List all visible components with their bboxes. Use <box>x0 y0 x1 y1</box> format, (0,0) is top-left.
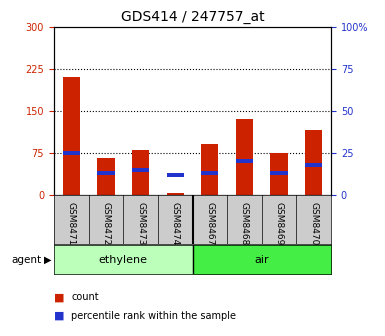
Text: GSM8474: GSM8474 <box>171 202 180 245</box>
Bar <box>167 193 184 195</box>
Text: GSM8467: GSM8467 <box>205 202 214 246</box>
Text: GSM8472: GSM8472 <box>101 202 110 245</box>
Bar <box>132 150 149 195</box>
Text: ■: ■ <box>54 311 64 321</box>
Text: GSM8469: GSM8469 <box>275 202 284 246</box>
Title: GDS414 / 247757_at: GDS414 / 247757_at <box>121 10 264 25</box>
Text: ethylene: ethylene <box>99 255 148 264</box>
Bar <box>305 130 323 195</box>
Bar <box>97 159 115 195</box>
Text: ▶: ▶ <box>44 255 52 264</box>
Text: percentile rank within the sample: percentile rank within the sample <box>71 311 236 321</box>
Bar <box>201 171 219 175</box>
Text: GSM8473: GSM8473 <box>136 202 145 246</box>
Text: count: count <box>71 292 99 302</box>
Text: GSM8470: GSM8470 <box>309 202 318 246</box>
Bar <box>132 168 149 172</box>
Text: agent: agent <box>12 255 42 264</box>
Text: GSM8468: GSM8468 <box>240 202 249 246</box>
Bar <box>271 171 288 175</box>
Text: air: air <box>254 255 269 264</box>
Bar <box>201 144 219 195</box>
Bar <box>305 163 323 167</box>
Text: ■: ■ <box>54 292 64 302</box>
Bar <box>97 171 115 175</box>
Text: GSM8471: GSM8471 <box>67 202 76 246</box>
Bar <box>62 151 80 155</box>
Bar <box>236 119 253 195</box>
Bar <box>167 173 184 177</box>
Bar <box>236 159 253 163</box>
Bar <box>62 77 80 195</box>
Bar <box>271 153 288 195</box>
